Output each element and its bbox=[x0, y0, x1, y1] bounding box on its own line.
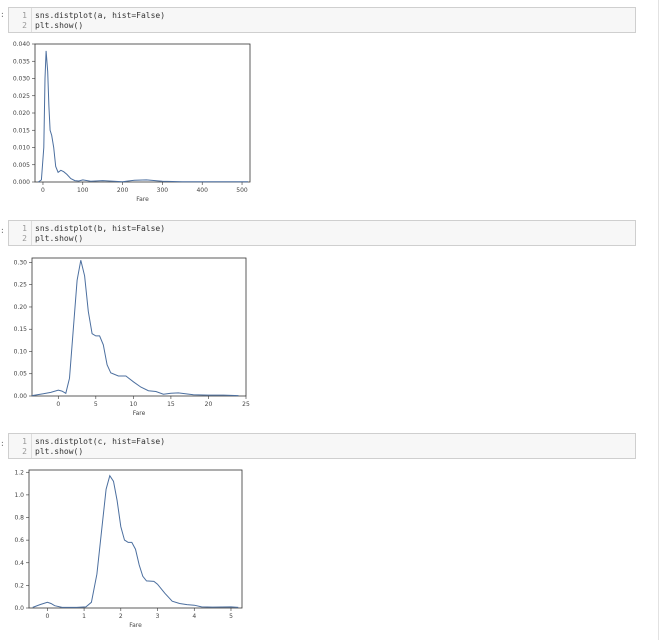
code-text[interactable]: sns.distplot(a, hist=False) bbox=[35, 11, 166, 20]
plot-frame bbox=[34, 43, 251, 183]
line-number: 2 bbox=[22, 21, 27, 30]
x-tick-label: 10 bbox=[130, 401, 138, 408]
x-tick-label: 100 bbox=[77, 187, 89, 194]
x-axis-label: Fare bbox=[129, 622, 142, 629]
line-number-gutter bbox=[31, 221, 32, 245]
y-tick-label: 0.25 bbox=[14, 282, 28, 289]
y-tick-label: 0.6 bbox=[14, 537, 24, 544]
kde-plot-b: 0.00 0.05 0.10 0.15 0.20 0.25 0.30 0 5 10 15 20 25 Fa… bbox=[14, 257, 250, 417]
x-tick-label: 5 bbox=[94, 401, 98, 408]
y-tick-label: 0.0 bbox=[14, 605, 24, 612]
y-tick-label: 0.2 bbox=[14, 582, 24, 589]
x-tick-label: 300 bbox=[157, 187, 169, 194]
kde-curve bbox=[32, 474, 239, 608]
x-tick-label: 2 bbox=[119, 613, 123, 620]
line-number: 1 bbox=[22, 224, 27, 233]
x-tick-label: 4 bbox=[192, 613, 196, 620]
code-line: 1 sns.distplot(c, hist=False) bbox=[9, 436, 635, 447]
y-tick-label: 0.010 bbox=[13, 145, 30, 152]
line-number: 2 bbox=[22, 447, 27, 456]
y-tick-label: 0.030 bbox=[13, 76, 30, 83]
code-line: 2 plt.show() bbox=[9, 446, 635, 457]
code-text[interactable]: plt.show() bbox=[35, 447, 84, 456]
x-tick-label: 3 bbox=[156, 613, 160, 620]
y-tick-label: 0.035 bbox=[13, 58, 30, 65]
x-tick-label: 15 bbox=[167, 401, 175, 408]
plot-frame bbox=[31, 257, 247, 397]
kde-plot-c: 0.0 0.2 0.4 0.6 0.8 1.0 1.2 0 1 2 3 4 5 Fare bbox=[14, 469, 243, 629]
code-line: 1 sns.distplot(a, hist=False) bbox=[9, 10, 635, 21]
cell-prompt: : bbox=[0, 226, 5, 235]
y-tick-label: 0.20 bbox=[14, 304, 28, 311]
code-text[interactable]: sns.distplot(b, hist=False) bbox=[35, 224, 166, 233]
line-number-gutter bbox=[31, 8, 32, 32]
code-cell[interactable]: 1 sns.distplot(b, hist=False) 2 plt.show… bbox=[8, 220, 636, 246]
kde-curve bbox=[37, 50, 248, 183]
line-number: 1 bbox=[22, 11, 27, 20]
code-line: 2 plt.show() bbox=[9, 20, 635, 31]
line-number-gutter bbox=[31, 434, 32, 458]
code-line: 1 sns.distplot(b, hist=False) bbox=[9, 223, 635, 234]
y-tick-label: 0.000 bbox=[13, 179, 30, 186]
code-text[interactable]: sns.distplot(c, hist=False) bbox=[35, 437, 166, 446]
code-text[interactable]: plt.show() bbox=[35, 234, 84, 243]
x-tick-label: 0 bbox=[41, 187, 45, 194]
y-tick-label: 0.025 bbox=[13, 93, 30, 100]
y-tick-label: 0.8 bbox=[14, 515, 24, 522]
y-tick-label: 0.005 bbox=[13, 162, 30, 169]
kde-curve bbox=[31, 260, 239, 397]
x-axis-label: Fare bbox=[136, 196, 149, 203]
y-tick-label: 0.15 bbox=[14, 326, 28, 333]
x-tick-label: 20 bbox=[205, 401, 213, 408]
x-tick-label: 5 bbox=[229, 613, 233, 620]
y-tick-label: 1.0 bbox=[14, 492, 24, 499]
code-cell[interactable]: 1 sns.distplot(c, hist=False) 2 plt.show… bbox=[8, 433, 636, 459]
code-cell[interactable]: 1 sns.distplot(a, hist=False) 2 plt.show… bbox=[8, 7, 636, 33]
y-tick-label: 0.4 bbox=[14, 560, 24, 567]
y-tick-label: 0.020 bbox=[13, 110, 30, 117]
x-tick-label: 200 bbox=[117, 187, 129, 194]
x-tick-label: 1 bbox=[82, 613, 86, 620]
plot-frame bbox=[28, 469, 243, 609]
x-tick-label: 500 bbox=[236, 187, 248, 194]
x-tick-label: 0 bbox=[56, 401, 60, 408]
y-tick-label: 0.040 bbox=[13, 41, 30, 48]
cell-prompt: : bbox=[0, 10, 5, 19]
code-line: 2 plt.show() bbox=[9, 233, 635, 244]
scroll-edge bbox=[658, 0, 659, 640]
y-tick-label: 0.10 bbox=[14, 348, 28, 355]
y-tick-label: 0.05 bbox=[14, 371, 28, 378]
y-tick-label: 0.00 bbox=[14, 393, 28, 400]
x-axis-label: Fare bbox=[133, 410, 146, 417]
y-tick-label: 0.015 bbox=[13, 127, 30, 134]
x-tick-label: 400 bbox=[196, 187, 208, 194]
x-tick-label: 0 bbox=[45, 613, 49, 620]
code-text[interactable]: plt.show() bbox=[35, 21, 84, 30]
y-tick-label: 1.2 bbox=[14, 469, 24, 476]
line-number: 1 bbox=[22, 437, 27, 446]
kde-plot-a: 0.000 0.005 0.010 0.015 0.020 0.025 0.030 0.035… bbox=[13, 41, 251, 203]
x-tick-label: 25 bbox=[242, 401, 250, 408]
y-tick-label: 0.30 bbox=[14, 259, 28, 266]
cell-prompt: : bbox=[0, 439, 5, 448]
line-number: 2 bbox=[22, 234, 27, 243]
